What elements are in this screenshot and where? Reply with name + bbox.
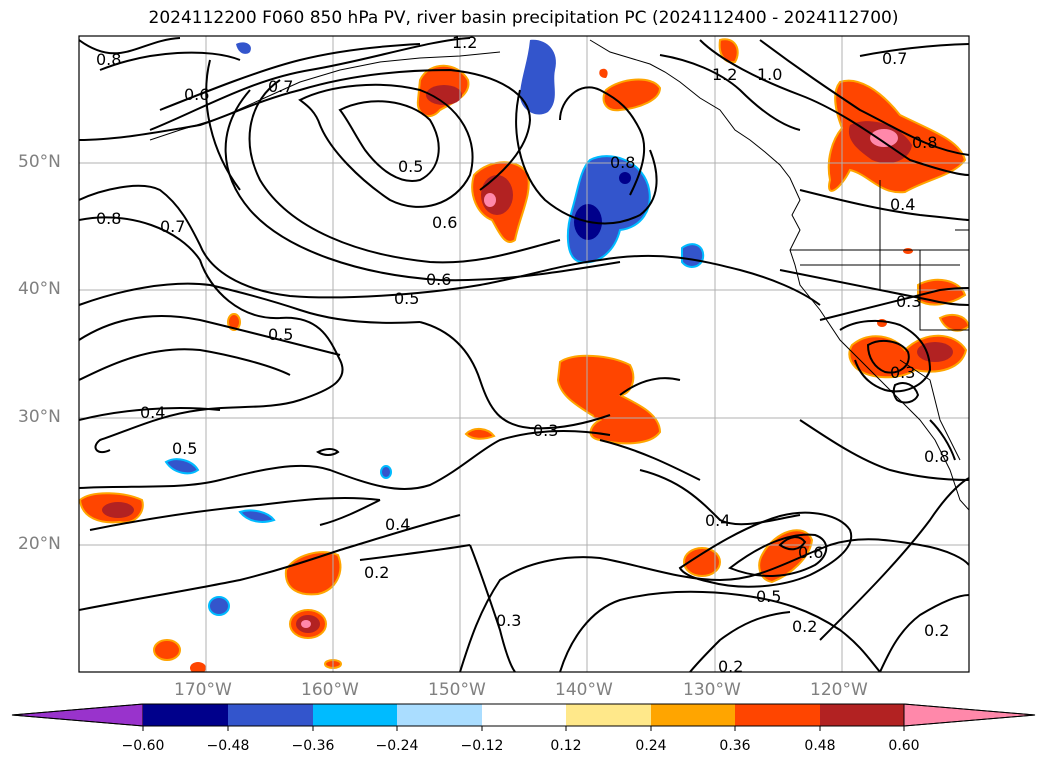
colorbar-tick-label: −0.48: [206, 738, 250, 754]
contour-label: 0.5: [172, 439, 197, 458]
precip-positive-area: [683, 547, 721, 577]
lon-label-130w: 130°W: [683, 680, 741, 700]
contour-label: 0.5: [394, 289, 419, 308]
contour-label: 0.8: [924, 447, 949, 466]
precip-positive-core: [917, 342, 953, 362]
precip-positive-area: [718, 38, 739, 64]
contour-label: 0.7: [268, 77, 293, 96]
contour-label: 0.7: [160, 217, 185, 236]
precip-negative-area: [519, 39, 556, 115]
colorbar-tick-label: −0.60: [121, 738, 165, 754]
precip-positive-area: [938, 313, 969, 332]
precip-positive-area: [903, 248, 913, 254]
colorbar-tick-label: 0.48: [804, 738, 836, 754]
precip-positive-area: [602, 78, 662, 112]
contour-label: 0.6: [426, 270, 451, 289]
colorbar-bin: [820, 704, 904, 726]
contour-label: 0.6: [432, 213, 457, 232]
colorbar-tick-label: 0.36: [719, 738, 751, 754]
colorbar-extend-low: [11, 703, 144, 727]
precip-shading: [79, 38, 969, 672]
contour-label: 1.2: [452, 33, 477, 52]
contour-label: 0.6: [798, 543, 823, 562]
precip-positive-area: [556, 354, 662, 445]
contour-label: 0.4: [140, 403, 165, 422]
precip-negative-area: [238, 509, 276, 523]
colorbar-bin: [143, 704, 228, 726]
contour-label: 0.4: [385, 515, 410, 534]
contour-label: 0.6: [184, 85, 209, 104]
precip-positive-area: [599, 68, 608, 78]
map-border: [78, 35, 970, 673]
colorbar-tick-label: 0.60: [888, 738, 920, 754]
pv-contours: [79, 37, 969, 672]
lon-label-120w: 120°W: [810, 680, 868, 700]
contour-label: 0.7: [882, 49, 907, 68]
map-title: 2024112200 F060 850 hPa PV, river basin …: [148, 8, 899, 28]
lat-label-30n: 30°N: [18, 407, 61, 427]
lat-label-40n: 40°N: [18, 279, 61, 299]
colorbar-tick-label: 0.24: [635, 738, 667, 754]
colorbar-bin: [482, 704, 566, 726]
contour-label: 0.2: [792, 617, 817, 636]
contour-label: 0.8: [96, 209, 121, 228]
contour-label: 0.5: [268, 325, 293, 344]
precip-negative-area: [208, 596, 230, 616]
lon-label-150w: 150°W: [428, 680, 486, 700]
colorbar-bin: [397, 704, 482, 726]
colorbar-tick-label: −0.36: [291, 738, 335, 754]
contour-label: 0.2: [924, 621, 949, 640]
contour-label: 0.3: [533, 421, 558, 440]
contour-label: 0.3: [896, 292, 921, 311]
precip-positive-area: [917, 278, 967, 306]
colorbar-extend-high: [903, 703, 1036, 727]
contour-label: 0.4: [890, 195, 915, 214]
precip-negative-area: [236, 42, 251, 54]
contour-label: 0.8: [96, 50, 121, 69]
colorbar-bin: [228, 704, 313, 726]
precip-positive-peak: [484, 193, 496, 207]
contour-label: 0.4: [705, 511, 730, 530]
contour-label: 0.8: [610, 153, 635, 172]
contour-label: 1.0: [757, 65, 782, 84]
colorbar-bin: [651, 704, 735, 726]
precip-negative-area: [164, 458, 200, 475]
precip-positive-area: [464, 428, 496, 440]
contour-label: 0.2: [364, 563, 389, 582]
contour-label: 0.5: [756, 587, 781, 606]
precip-positive-core: [481, 175, 513, 215]
precip-positive-area: [190, 662, 206, 672]
contour-label: 0.3: [890, 363, 915, 382]
colorbar-bin: [735, 704, 820, 726]
precip-negative-area: [380, 465, 392, 479]
contour-labels: 0.8 1.2 0.6 0.7 0.5 0.6 1.2 1.0 0.7 0.8 …: [96, 33, 949, 676]
contour-label: 0.8: [912, 133, 937, 152]
colorbar-bin: [566, 704, 651, 726]
contour-label: 0.2: [718, 657, 743, 676]
colorbar: [11, 703, 1036, 731]
colorbar-bin: [313, 704, 397, 726]
precip-negative-area: [681, 243, 705, 268]
colorbar-tick-label: −0.24: [375, 738, 419, 754]
precip-positive-area: [153, 639, 181, 661]
lat-label-20n: 20°N: [18, 534, 61, 554]
colorbar-tick-label: 0.12: [550, 738, 582, 754]
lon-label-170w: 170°W: [174, 680, 232, 700]
precip-positive-peak: [301, 620, 311, 628]
contour-label: 1.2: [712, 65, 737, 84]
precip-negative-core: [619, 172, 631, 184]
contour-label: 0.5: [398, 157, 423, 176]
contour-label: 0.3: [496, 611, 521, 630]
precip-positive-peak: [870, 129, 898, 147]
map-plot-area: 0.8 1.2 0.6 0.7 0.5 0.6 1.2 1.0 0.7 0.8 …: [79, 33, 969, 676]
lon-label-140w: 140°W: [555, 680, 613, 700]
colorbar-tick-label: −0.12: [460, 738, 504, 754]
precip-positive-core: [426, 85, 462, 105]
precip-positive-area: [227, 313, 241, 331]
precip-positive-core: [102, 502, 134, 518]
lat-label-50n: 50°N: [18, 152, 61, 172]
lon-label-160w: 160°W: [301, 680, 359, 700]
